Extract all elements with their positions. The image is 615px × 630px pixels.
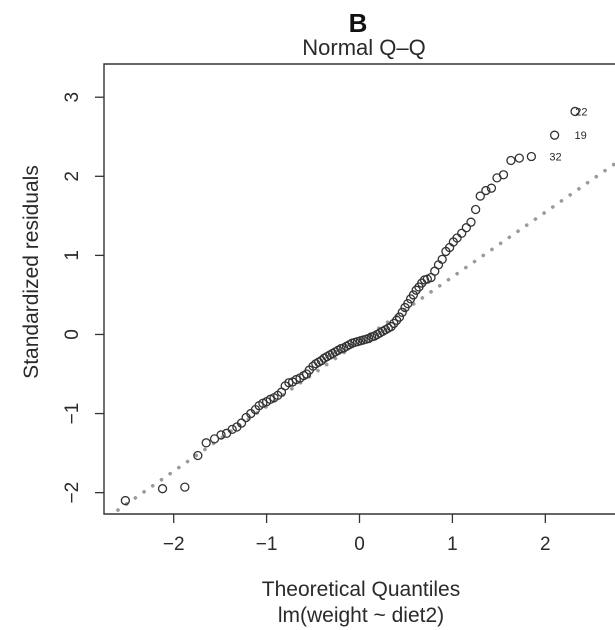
y-axis: −2 −1 0 1 2 3 bbox=[62, 92, 104, 504]
data-point bbox=[216, 430, 226, 440]
panel-label: B bbox=[349, 8, 368, 38]
data-point bbox=[209, 434, 220, 444]
x-axis-title: Theoretical Quantiles bbox=[262, 578, 460, 601]
data-point bbox=[452, 233, 462, 243]
data-point bbox=[437, 254, 447, 264]
data-point bbox=[403, 298, 413, 309]
data-points-group bbox=[120, 106, 580, 506]
data-point bbox=[506, 155, 516, 166]
data-point bbox=[411, 285, 421, 295]
chart-title: Normal Q–Q bbox=[302, 35, 425, 60]
data-point bbox=[481, 185, 491, 196]
x-tick-label: 2 bbox=[540, 534, 551, 555]
data-point bbox=[284, 378, 294, 388]
data-point bbox=[201, 438, 211, 448]
point-label-19: 19 bbox=[574, 130, 586, 142]
data-point bbox=[526, 151, 537, 162]
data-point bbox=[461, 223, 471, 233]
data-point bbox=[386, 321, 396, 332]
x-tick-label: −2 bbox=[163, 534, 185, 555]
data-point bbox=[221, 428, 232, 438]
x-tick-label: −1 bbox=[256, 534, 278, 555]
data-point bbox=[475, 191, 485, 201]
data-point bbox=[408, 290, 419, 300]
plot-frame bbox=[103, 63, 615, 515]
data-point bbox=[227, 424, 237, 435]
y-tick-label: −1 bbox=[62, 403, 83, 425]
y-tick-label: 0 bbox=[62, 329, 83, 340]
data-point bbox=[389, 318, 399, 329]
y-tick-label: −2 bbox=[62, 482, 83, 504]
x-axis: −2 −1 0 1 2 bbox=[163, 514, 551, 555]
y-tick-label: 3 bbox=[62, 92, 83, 103]
y-tick-label: 1 bbox=[62, 250, 83, 261]
data-point bbox=[397, 307, 407, 317]
data-point bbox=[180, 482, 190, 492]
data-point bbox=[120, 495, 131, 506]
x-axis-subtitle: lm(weight ~ diet2) bbox=[278, 604, 444, 627]
data-point bbox=[498, 170, 509, 180]
y-axis-title: Standardized residuals bbox=[20, 165, 43, 379]
data-point bbox=[470, 204, 481, 215]
x-tick-label: 0 bbox=[354, 534, 365, 555]
data-point bbox=[549, 130, 560, 140]
data-point bbox=[570, 106, 580, 117]
x-tick-label: 1 bbox=[447, 534, 458, 555]
point-labels-group: 22 19 32 bbox=[549, 106, 587, 163]
data-point bbox=[486, 183, 497, 193]
data-point bbox=[157, 484, 168, 494]
data-point bbox=[514, 153, 524, 163]
y-tick-label: 2 bbox=[62, 171, 83, 182]
data-point bbox=[457, 228, 467, 238]
point-label-32: 32 bbox=[549, 152, 561, 164]
data-point bbox=[394, 312, 405, 322]
data-point bbox=[236, 418, 247, 428]
data-point bbox=[193, 450, 203, 461]
data-point bbox=[466, 217, 476, 227]
point-label-22: 22 bbox=[575, 106, 587, 118]
data-point bbox=[392, 315, 402, 325]
